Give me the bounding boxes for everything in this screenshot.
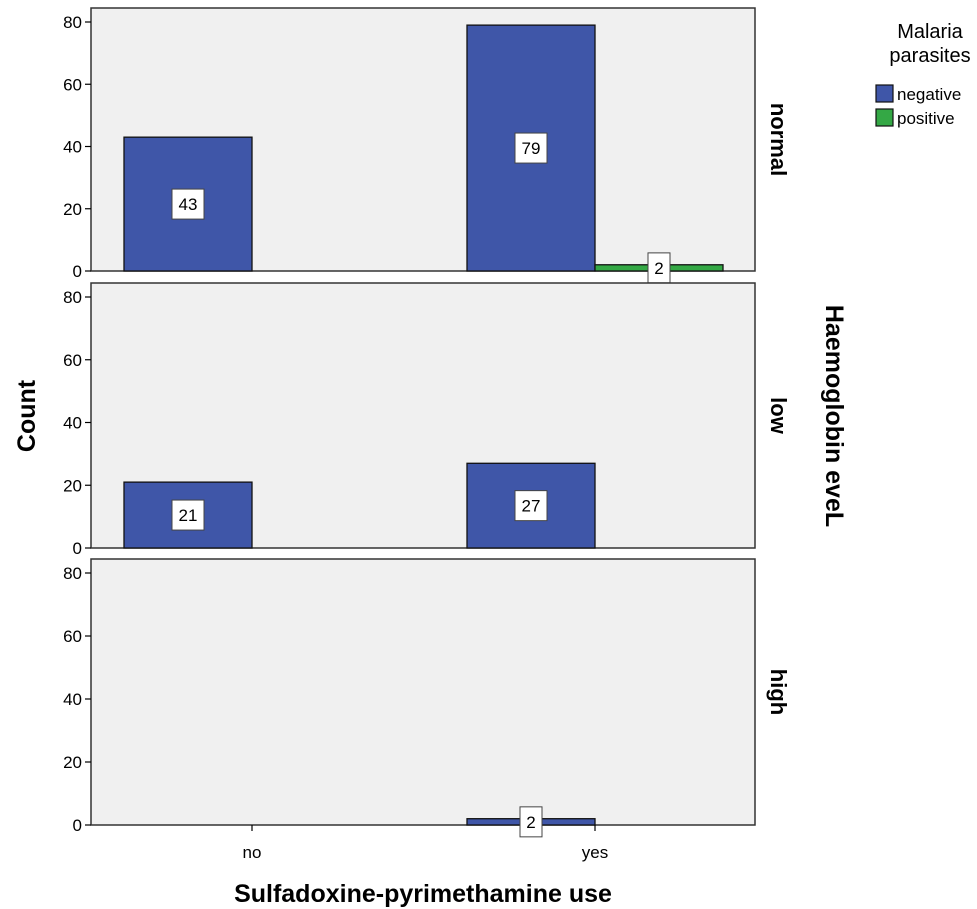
facet-axis-title: Haemoglobin eveL bbox=[820, 305, 848, 527]
data-label-box bbox=[171, 499, 205, 531]
y-tick-label: 20 bbox=[63, 753, 82, 772]
y-tick-label: 40 bbox=[63, 690, 82, 709]
data-label-box bbox=[514, 132, 548, 164]
x-axis-title: Sulfadoxine-pyrimethamine use bbox=[234, 880, 612, 908]
panel-normal: 0 20 40 60 80 43 79 2 normal bbox=[63, 7, 791, 284]
facet-label-high: high bbox=[766, 669, 791, 715]
legend-title: Malaria bbox=[897, 21, 963, 43]
y-tick-label: 0 bbox=[73, 816, 82, 835]
data-label-box bbox=[514, 490, 548, 522]
legend-label-positive: positive bbox=[897, 109, 955, 128]
facet-label-low: low bbox=[766, 397, 791, 435]
panel-high: 0 20 40 60 80 2 high bbox=[63, 558, 791, 838]
legend-label-negative: negative bbox=[897, 85, 961, 104]
y-tick-label: 60 bbox=[63, 627, 82, 646]
panel-low: 0 20 40 60 80 21 27 low bbox=[63, 282, 791, 558]
x-tick-label: yes bbox=[582, 843, 608, 862]
y-tick-label: 40 bbox=[63, 414, 82, 433]
y-axis-title: Count bbox=[13, 379, 41, 452]
y-tick-label: 20 bbox=[63, 200, 82, 219]
y-tick-label: 40 bbox=[63, 138, 82, 157]
legend-swatch-negative bbox=[875, 84, 894, 103]
legend-title: parasites bbox=[889, 45, 970, 67]
data-label: 27 bbox=[522, 497, 541, 516]
y-tick-label: 20 bbox=[63, 476, 82, 495]
data-label: 2 bbox=[526, 813, 535, 832]
y-tick-label: 60 bbox=[63, 351, 82, 370]
panels-layer: 0 20 40 60 80 43 79 2 normal 0 20 40 60 80 21 27 low 0 20 4… bbox=[63, 7, 791, 862]
y-tick-label: 0 bbox=[73, 262, 82, 281]
y-tick-label: 60 bbox=[63, 75, 82, 94]
legend-swatch-positive bbox=[875, 108, 894, 127]
y-tick-label: 0 bbox=[73, 539, 82, 558]
y-tick-label: 80 bbox=[63, 13, 82, 32]
y-tick-label: 80 bbox=[63, 564, 82, 583]
data-label: 79 bbox=[522, 139, 541, 158]
x-tick-label: no bbox=[243, 843, 262, 862]
y-tick-label: 80 bbox=[63, 288, 82, 307]
facet-label-normal: normal bbox=[766, 103, 791, 176]
panel-background bbox=[90, 558, 756, 826]
data-label: 21 bbox=[179, 506, 198, 525]
data-label: 43 bbox=[179, 195, 198, 214]
data-label-box bbox=[519, 806, 543, 838]
data-label-box bbox=[171, 188, 205, 220]
data-label: 2 bbox=[654, 259, 663, 278]
